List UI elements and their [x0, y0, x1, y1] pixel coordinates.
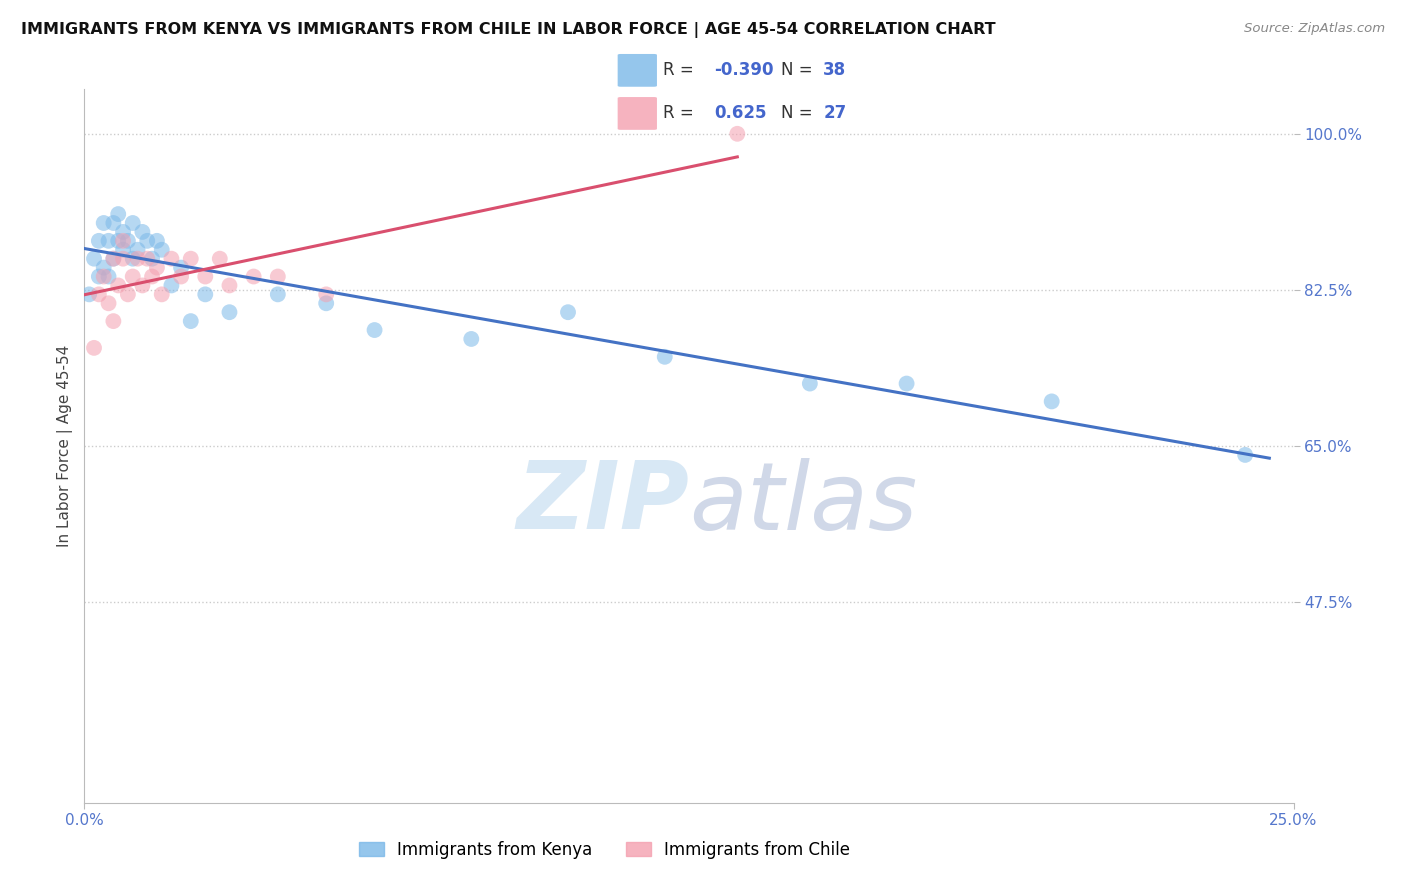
Text: atlas: atlas	[689, 458, 917, 549]
Point	[160, 252, 183, 266]
Point	[117, 287, 139, 301]
Text: 0.625: 0.625	[714, 103, 766, 121]
FancyBboxPatch shape	[617, 54, 657, 87]
Point	[315, 296, 337, 310]
Point	[194, 269, 217, 284]
Point	[208, 252, 231, 266]
Point	[103, 216, 125, 230]
Point	[87, 269, 110, 284]
Point	[121, 269, 143, 284]
Text: N =: N =	[780, 62, 818, 79]
Y-axis label: In Labor Force | Age 45-54: In Labor Force | Age 45-54	[58, 345, 73, 547]
Point	[136, 234, 159, 248]
Point	[112, 243, 135, 257]
Point	[146, 234, 169, 248]
Point	[218, 278, 240, 293]
Point	[242, 269, 264, 284]
Text: 27: 27	[824, 103, 846, 121]
Point	[127, 243, 149, 257]
Text: IMMIGRANTS FROM KENYA VS IMMIGRANTS FROM CHILE IN LABOR FORCE | AGE 45-54 CORREL: IMMIGRANTS FROM KENYA VS IMMIGRANTS FROM…	[21, 22, 995, 38]
Text: ZIP: ZIP	[516, 457, 689, 549]
Point	[1040, 394, 1063, 409]
Point	[103, 252, 125, 266]
Point	[218, 305, 240, 319]
Text: 38: 38	[824, 62, 846, 79]
Legend: Immigrants from Kenya, Immigrants from Chile: Immigrants from Kenya, Immigrants from C…	[359, 840, 849, 859]
Point	[97, 296, 120, 310]
Point	[127, 252, 149, 266]
Point	[112, 252, 135, 266]
Point	[267, 269, 290, 284]
Point	[97, 269, 120, 284]
Point	[896, 376, 918, 391]
Point	[83, 252, 105, 266]
Point	[363, 323, 385, 337]
Point	[150, 287, 173, 301]
Point	[150, 243, 173, 257]
Text: Source: ZipAtlas.com: Source: ZipAtlas.com	[1244, 22, 1385, 36]
Point	[180, 314, 202, 328]
Point	[170, 269, 193, 284]
Point	[725, 127, 748, 141]
Point	[83, 341, 105, 355]
Text: -0.390: -0.390	[714, 62, 773, 79]
Point	[97, 234, 120, 248]
Point	[112, 225, 135, 239]
Point	[141, 252, 163, 266]
Point	[160, 278, 183, 293]
Point	[267, 287, 290, 301]
Point	[107, 234, 129, 248]
Point	[121, 216, 143, 230]
Point	[93, 269, 115, 284]
Point	[170, 260, 193, 275]
Point	[103, 252, 125, 266]
FancyBboxPatch shape	[617, 97, 657, 130]
Point	[77, 287, 100, 301]
Point	[1234, 448, 1257, 462]
Point	[131, 278, 153, 293]
Point	[131, 225, 153, 239]
Point	[87, 287, 110, 301]
Point	[654, 350, 676, 364]
Point	[93, 260, 115, 275]
Point	[107, 207, 129, 221]
Point	[112, 234, 135, 248]
Point	[460, 332, 482, 346]
Text: R =: R =	[664, 103, 699, 121]
Point	[146, 260, 169, 275]
Point	[117, 234, 139, 248]
Text: R =: R =	[664, 62, 699, 79]
Point	[121, 252, 143, 266]
Point	[194, 287, 217, 301]
Point	[141, 269, 163, 284]
Point	[103, 314, 125, 328]
Point	[557, 305, 579, 319]
Point	[107, 278, 129, 293]
Point	[799, 376, 821, 391]
Point	[136, 252, 159, 266]
Point	[180, 252, 202, 266]
Point	[87, 234, 110, 248]
Text: N =: N =	[780, 103, 818, 121]
Point	[315, 287, 337, 301]
Point	[93, 216, 115, 230]
